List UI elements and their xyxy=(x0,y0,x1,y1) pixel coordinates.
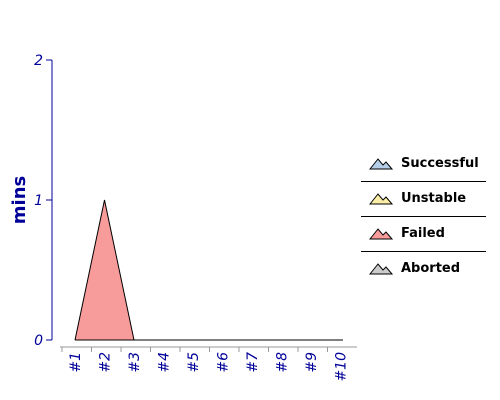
legend: Successful Unstable Failed Aborted xyxy=(361,147,486,287)
x-tick-label: #1 xyxy=(68,352,84,373)
x-tick-label: #9 xyxy=(304,352,320,373)
y-tick-label: 0 xyxy=(34,333,43,349)
legend-label: Unstable xyxy=(401,191,467,206)
legend-swatch xyxy=(369,193,393,205)
mountain-icon xyxy=(369,158,393,170)
series-area-failed xyxy=(75,200,341,340)
mountain-icon xyxy=(369,193,393,205)
x-tick-label: #10 xyxy=(334,352,350,382)
legend-label: Failed xyxy=(401,226,445,241)
series-line-failed xyxy=(74,199,135,341)
legend-swatch xyxy=(369,263,393,275)
x-tick-label: #2 xyxy=(98,352,114,373)
x-tick-label: #3 xyxy=(127,352,143,373)
y-axis: 0 1 2 xyxy=(34,53,53,349)
mountain-icon xyxy=(369,228,393,240)
x-tick-label: #4 xyxy=(157,352,173,373)
x-tick-label: #6 xyxy=(216,352,232,373)
legend-swatch xyxy=(369,158,393,170)
x-tick-label: #7 xyxy=(245,352,261,373)
y-tick-label: 1 xyxy=(34,193,43,209)
mountain-icon xyxy=(369,263,393,275)
x-axis: #1 #2 #3 #4 #5 #6 #7 #8 #9 #10 xyxy=(60,346,357,382)
legend-item-failed: Failed xyxy=(361,217,486,252)
legend-swatch xyxy=(369,228,393,240)
legend-label: Successful xyxy=(401,156,479,171)
y-axis-label: mins xyxy=(9,176,30,224)
legend-item-successful: Successful xyxy=(361,147,486,182)
series-areas xyxy=(74,199,343,341)
legend-item-unstable: Unstable xyxy=(361,182,486,217)
y-tick-label: 2 xyxy=(34,53,43,69)
x-tick-label: #8 xyxy=(275,352,291,373)
x-tick-label: #5 xyxy=(186,352,202,373)
legend-label: Aborted xyxy=(401,261,461,276)
legend-item-aborted: Aborted xyxy=(361,252,486,287)
